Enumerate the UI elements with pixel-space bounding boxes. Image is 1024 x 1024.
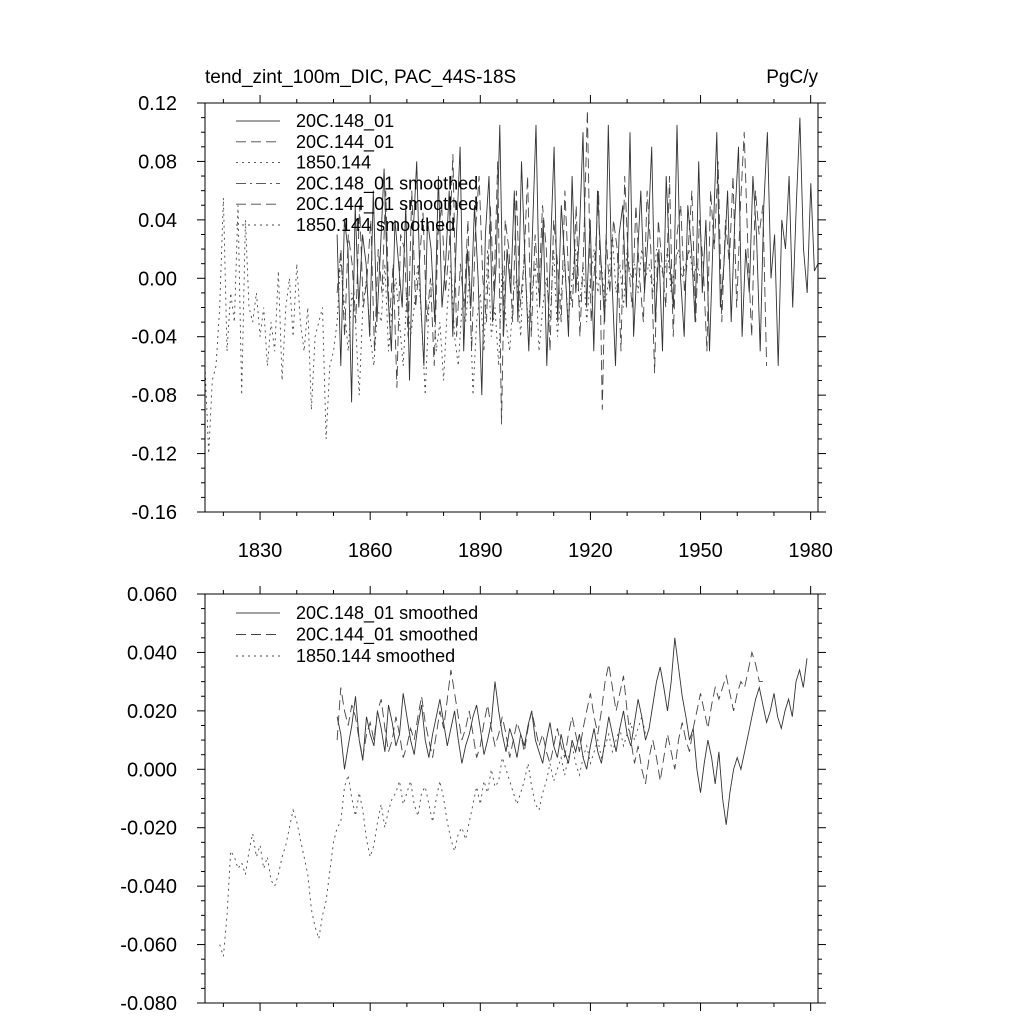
bottom-plot-frame (204, 593, 819, 1004)
top-series-line-0 (336, 117, 818, 403)
top-xtick-label: 1830 (238, 540, 283, 562)
top-ytick-label: 0.04 (138, 210, 177, 232)
bottom-panel: -0.080 -0.060 -0.040 -0.020 0.000 0.020 0.040 0… (120, 584, 826, 1015)
top-ytick-label: -0.08 (131, 385, 177, 407)
top-legend-label: 20C.148_01 (296, 111, 394, 132)
top-xtick-label: 1860 (348, 540, 393, 562)
top-xtick-label: 1980 (788, 540, 833, 562)
bottom-ytick-label: -0.040 (120, 876, 177, 898)
top-ytick-label: 0.08 (138, 151, 177, 173)
top-panel: tend_zint_100m_DIC, PAC_44S-18S PgC/y -0… (131, 67, 833, 562)
top-legend-label: 20C.148_01 smoothed (296, 173, 478, 194)
top-xtick-label: 1890 (458, 540, 503, 562)
bottom-series-line-2 (219, 714, 646, 957)
top-xtick-label: 1920 (568, 540, 613, 562)
bottom-legend-label: 1850.144 smoothed (296, 646, 455, 666)
top-series-line-1 (336, 110, 768, 425)
top-ytick-label: 0.00 (138, 268, 177, 290)
bottom-ytick-label: -0.080 (120, 993, 177, 1015)
bottom-legend-label: 20C.144_01 smoothed (296, 625, 478, 646)
top-plot-frame (204, 102, 819, 513)
top-legend-label: 20C.144_01 (296, 132, 394, 153)
top-ytick-label: 0.12 (138, 93, 177, 115)
top-legend-label: 20C.144_01 smoothed (296, 194, 478, 215)
bottom-ytick-label: -0.060 (120, 935, 177, 957)
bottom-series-line-1 (336, 650, 763, 785)
bottom-ytick-label: 0.060 (127, 584, 177, 606)
top-ytick-label: -0.16 (131, 502, 177, 524)
bottom-ytick-label: 0.040 (127, 642, 177, 664)
bottom-ytick-label: 0.000 (127, 759, 177, 781)
top-xtick-label: 1950 (678, 540, 723, 562)
top-legend-label: 1850.144 smoothed (296, 215, 455, 235)
top-ytick-label: -0.12 (131, 444, 177, 466)
units-label: PgC/y (766, 67, 818, 88)
bottom-series-line-0 (336, 637, 808, 825)
top-legend-label: 1850.144 (296, 153, 371, 173)
top-ytick-label: -0.04 (131, 327, 177, 349)
bottom-legend-label: 20C.148_01 smoothed (296, 603, 478, 624)
chart-title: tend_zint_100m_DIC, PAC_44S-18S (205, 67, 516, 88)
bottom-ytick-label: 0.020 (127, 701, 177, 723)
bottom-ytick-label: -0.020 (120, 818, 177, 840)
